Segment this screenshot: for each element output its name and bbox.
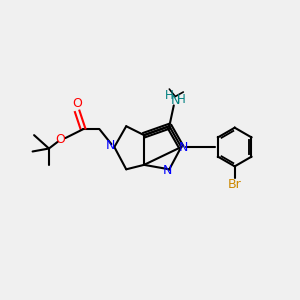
Text: Br: Br: [228, 178, 242, 191]
Text: H: H: [165, 88, 174, 101]
Text: H: H: [177, 93, 186, 106]
Text: N: N: [178, 140, 188, 154]
Text: N: N: [163, 164, 172, 177]
Text: N: N: [106, 139, 116, 152]
Text: O: O: [72, 98, 82, 110]
Text: N: N: [171, 94, 180, 107]
Text: O: O: [55, 133, 65, 146]
